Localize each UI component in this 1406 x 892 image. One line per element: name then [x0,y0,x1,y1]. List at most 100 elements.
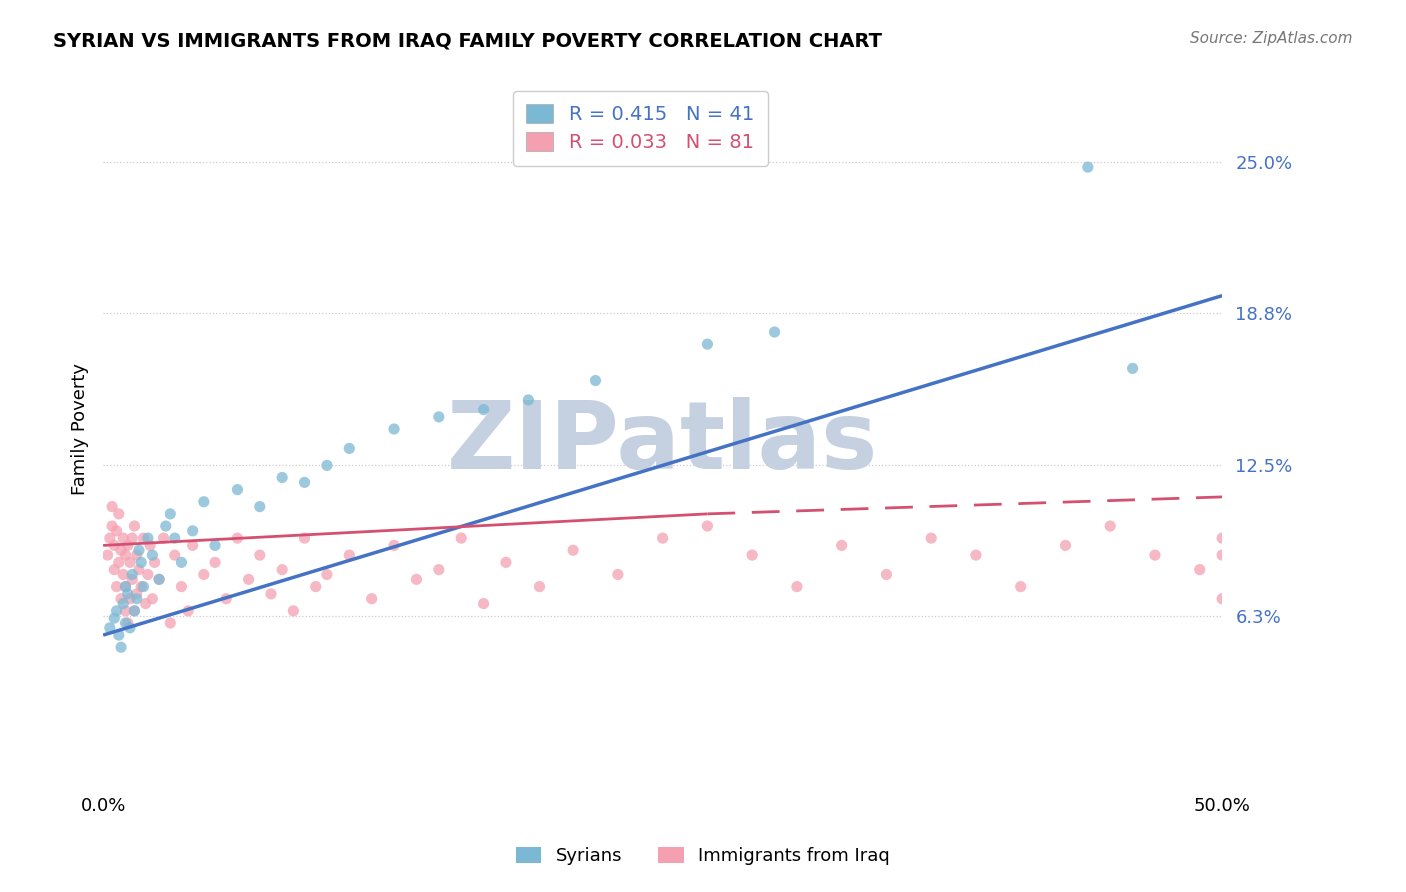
Point [271,563,294,577]
Point [110,543,132,558]
Point [585,374,607,388]
Point [118,591,141,606]
Point [529,580,551,594]
Point [107,555,129,569]
Y-axis label: Family Poverty: Family Poverty [72,363,89,495]
Point [110,591,132,606]
Point [132,531,155,545]
Point [382,538,405,552]
Point [786,580,808,594]
Point [124,604,146,618]
Point [103,538,125,552]
Point [450,531,472,545]
Point [1010,580,1032,594]
Point [98,531,121,545]
Point [283,604,305,618]
Point [260,587,283,601]
Point [148,572,170,586]
Point [128,563,150,577]
Point [103,611,125,625]
Point [141,548,163,562]
Point [741,548,763,562]
Point [163,548,186,562]
Point [238,572,260,586]
Point [152,531,174,545]
Point [177,604,200,618]
Point [139,538,162,552]
Point [1077,160,1099,174]
Point [294,475,316,490]
Point [472,597,495,611]
Point [125,591,148,606]
Point [114,604,136,618]
Point [696,519,718,533]
Point [204,555,226,569]
Point [101,519,124,533]
Point [105,580,128,594]
Point [472,402,495,417]
Point [495,555,517,569]
Point [107,507,129,521]
Point [135,597,157,611]
Point [427,563,450,577]
Point [114,580,136,594]
Point [148,572,170,586]
Point [337,442,360,456]
Point [117,615,139,630]
Point [124,519,146,533]
Point [125,587,148,601]
Point [226,483,249,497]
Point [763,325,786,339]
Point [181,524,204,538]
Point [163,531,186,545]
Point [316,458,339,473]
Point [517,392,540,407]
Point [215,591,238,606]
Point [117,587,139,601]
Point [405,572,427,586]
Point [143,555,166,569]
Point [271,470,294,484]
Point [920,531,942,545]
Point [294,531,316,545]
Point [181,538,204,552]
Point [98,621,121,635]
Point [124,604,146,618]
Point [121,572,143,586]
Point [114,615,136,630]
Point [125,548,148,562]
Point [110,640,132,655]
Point [651,531,673,545]
Point [112,531,135,545]
Point [1122,361,1144,376]
Point [170,555,193,569]
Point [1211,591,1233,606]
Point [831,538,853,552]
Point [117,538,139,552]
Point [141,591,163,606]
Point [427,409,450,424]
Point [1143,548,1166,562]
Point [193,567,215,582]
Point [1211,548,1233,562]
Point [97,548,120,562]
Point [155,519,177,533]
Text: ZIPatlas: ZIPatlas [447,397,879,489]
Point [114,580,136,594]
Point [112,567,135,582]
Point [129,555,152,569]
Point [136,567,159,582]
Point [337,548,360,562]
Point [360,591,382,606]
Point [105,524,128,538]
Point [159,615,181,630]
Point [226,531,249,545]
Point [875,567,897,582]
Point [1054,538,1077,552]
Point [121,531,143,545]
Legend: R = 0.415   N = 41, R = 0.033   N = 81: R = 0.415 N = 41, R = 0.033 N = 81 [513,91,768,166]
Point [101,500,124,514]
Point [128,543,150,558]
Point [1211,531,1233,545]
Text: Source: ZipAtlas.com: Source: ZipAtlas.com [1189,31,1353,46]
